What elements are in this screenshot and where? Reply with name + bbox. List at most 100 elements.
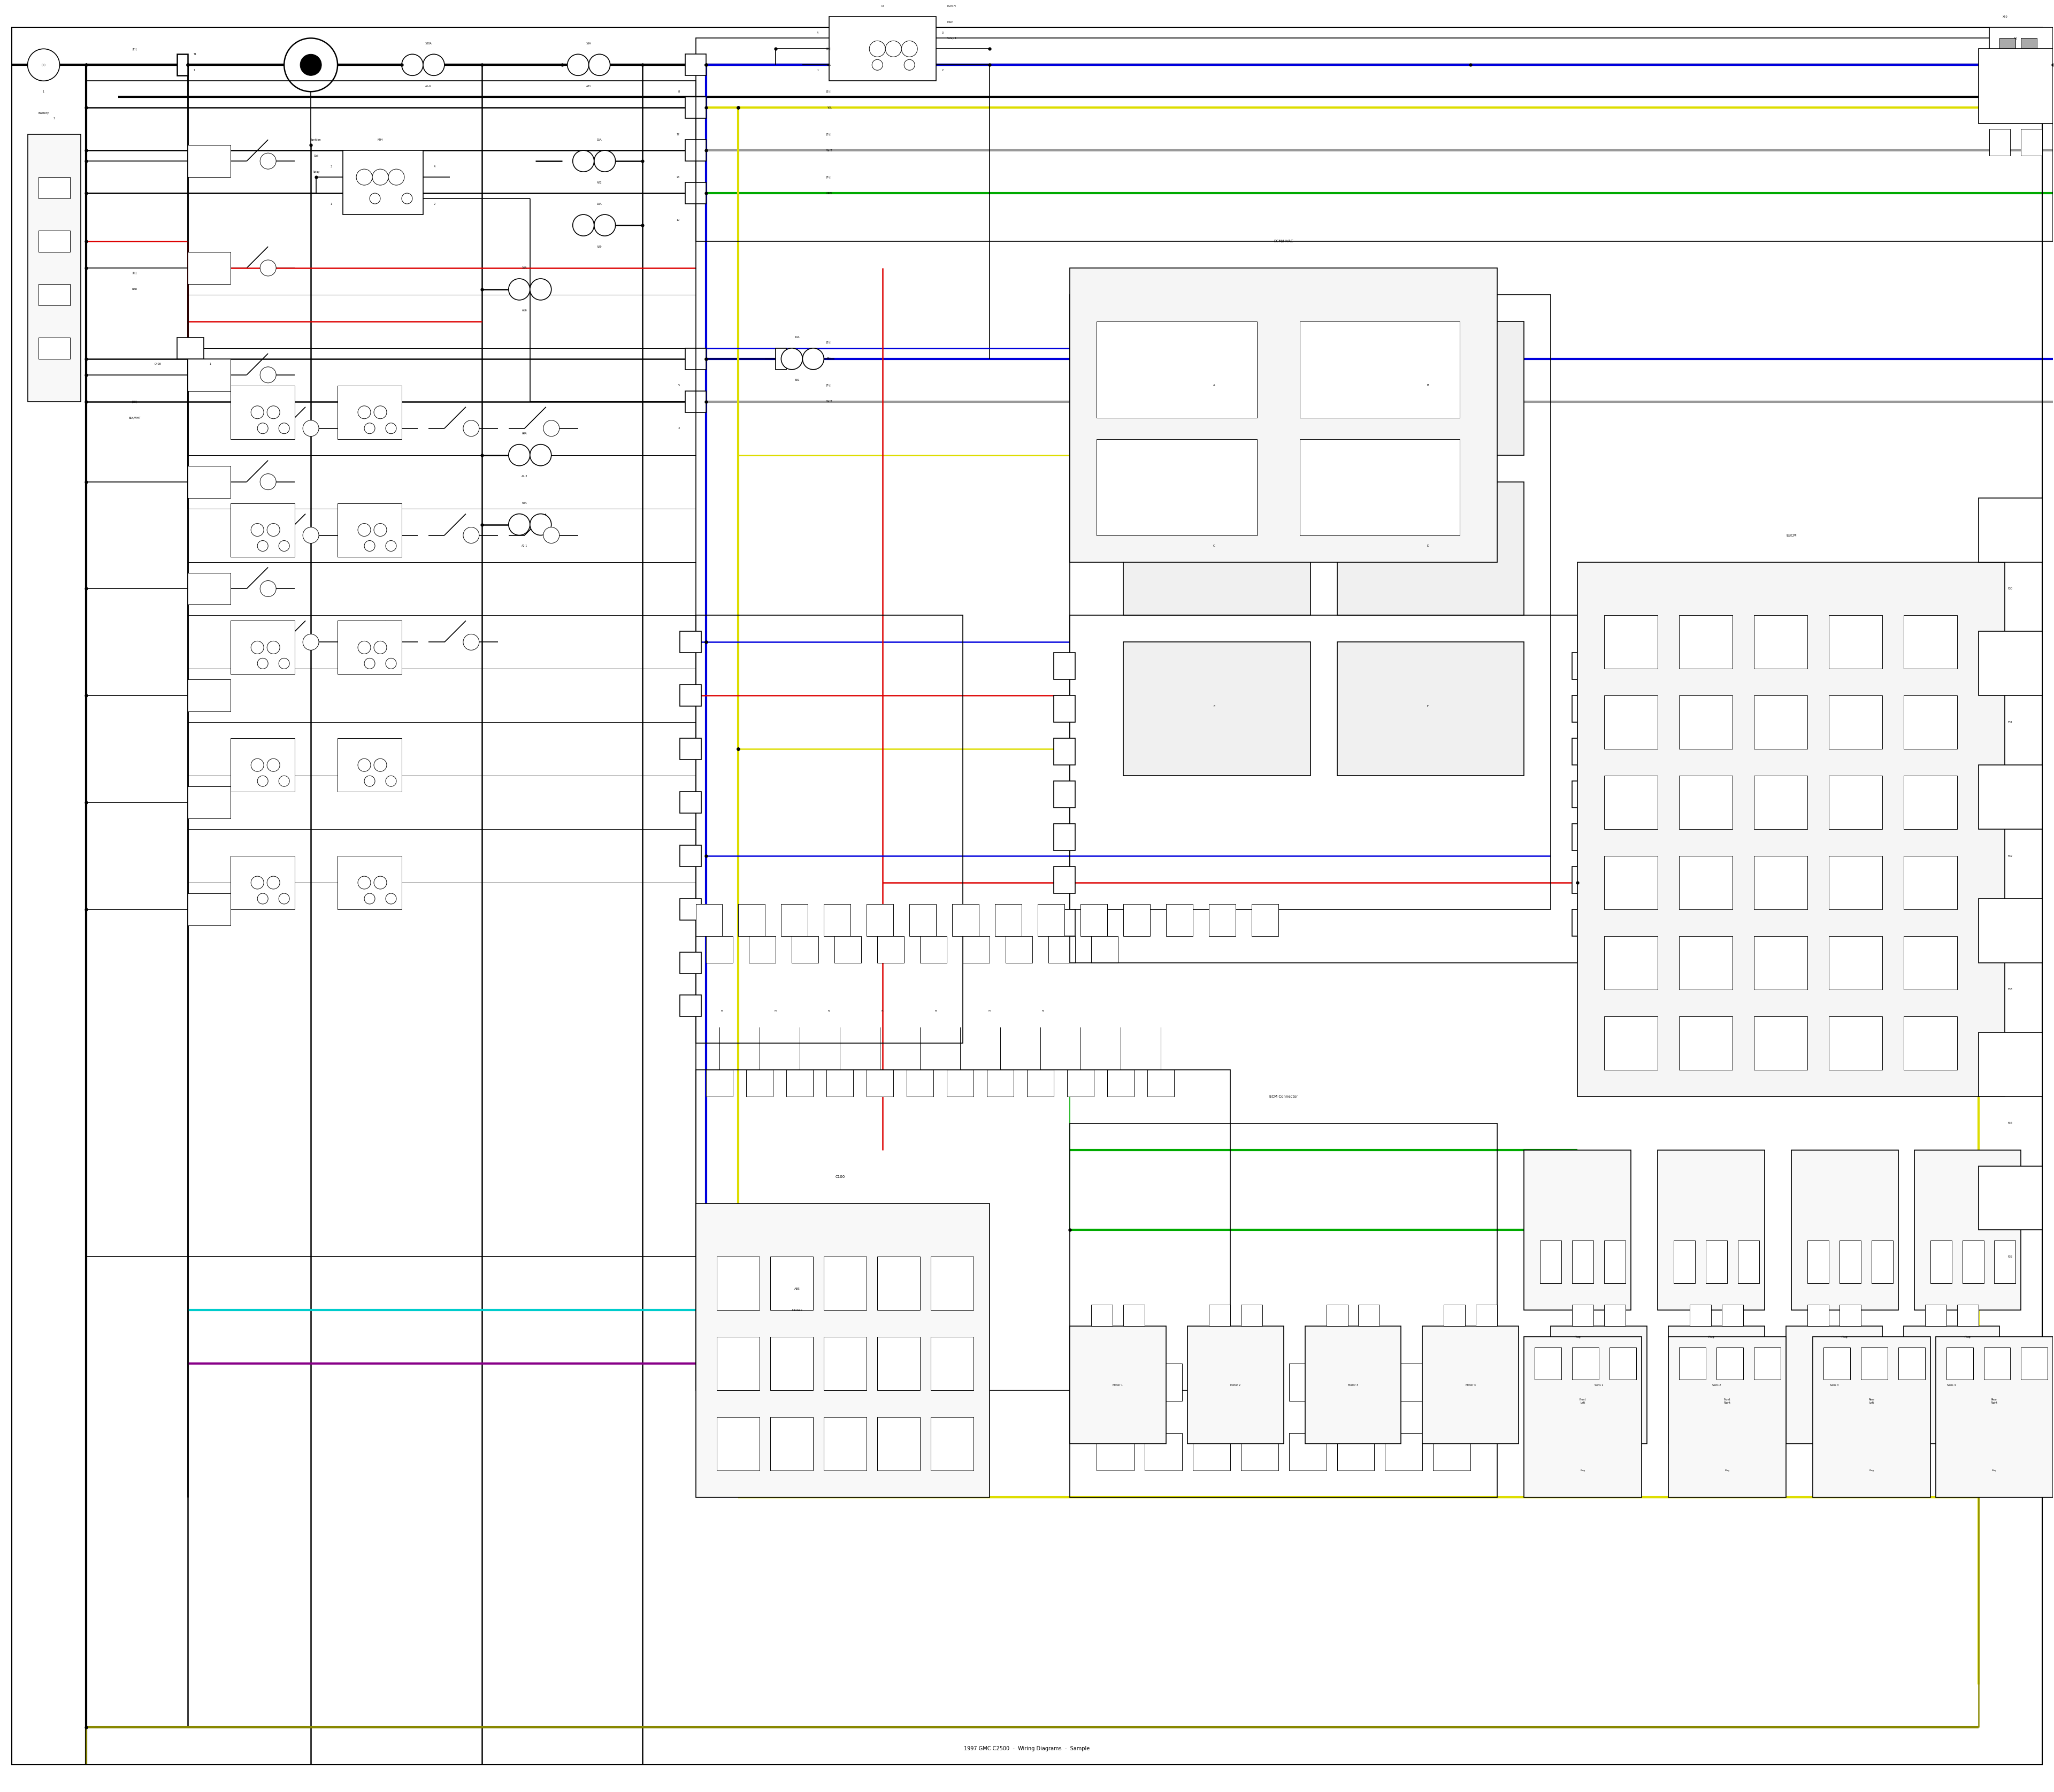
Text: 16A: 16A xyxy=(522,267,528,269)
Bar xyxy=(1091,935,1117,962)
Bar xyxy=(776,348,787,369)
Text: RED: RED xyxy=(131,289,138,290)
Bar xyxy=(877,1256,920,1310)
Bar xyxy=(1978,1032,2042,1097)
Circle shape xyxy=(509,514,530,536)
Circle shape xyxy=(257,541,269,552)
Circle shape xyxy=(364,423,376,434)
Bar xyxy=(1251,903,1278,935)
Bar xyxy=(1824,1348,1851,1380)
Bar xyxy=(1791,1150,1898,1310)
Bar xyxy=(1808,1240,1828,1283)
Text: WHT: WHT xyxy=(131,63,138,66)
Bar xyxy=(1241,1305,1261,1326)
Text: F35: F35 xyxy=(2009,1256,2013,1258)
Bar xyxy=(187,679,230,711)
Circle shape xyxy=(374,758,386,772)
Circle shape xyxy=(382,421,398,435)
Bar xyxy=(1658,1150,1764,1310)
Bar xyxy=(906,1070,933,1097)
Bar xyxy=(1828,935,1881,989)
Text: Rear
Left: Rear Left xyxy=(1869,1398,1875,1403)
Text: A2-3: A2-3 xyxy=(522,475,528,478)
Bar xyxy=(684,391,707,412)
Text: Plug: Plug xyxy=(1842,1335,1849,1339)
Bar xyxy=(1984,1348,2011,1380)
Bar xyxy=(1604,615,1658,668)
Bar xyxy=(680,738,700,760)
Circle shape xyxy=(261,367,275,383)
Bar xyxy=(1423,1326,1518,1444)
Bar xyxy=(696,903,723,935)
Bar xyxy=(680,898,700,919)
Text: P2: P2 xyxy=(828,1011,830,1012)
Bar xyxy=(824,1417,867,1471)
Bar xyxy=(1070,269,1497,563)
Bar xyxy=(1604,857,1658,909)
Bar xyxy=(1678,935,1732,989)
Text: C408: C408 xyxy=(154,362,160,366)
Bar xyxy=(1904,1326,2001,1444)
Bar xyxy=(1690,1305,1711,1326)
Circle shape xyxy=(251,523,263,536)
Circle shape xyxy=(374,642,386,654)
Text: (+): (+) xyxy=(41,63,45,66)
Circle shape xyxy=(509,444,530,466)
Circle shape xyxy=(357,405,370,419)
Bar xyxy=(1828,857,1881,909)
Bar xyxy=(1054,738,1074,765)
Bar xyxy=(910,903,937,935)
Bar xyxy=(877,935,904,962)
Bar xyxy=(2021,129,2042,156)
Text: A2-1: A2-1 xyxy=(522,545,528,547)
Text: Motor 2: Motor 2 xyxy=(1230,1383,1241,1387)
Circle shape xyxy=(544,421,559,435)
Text: BLU: BLU xyxy=(828,63,832,66)
Bar xyxy=(1754,1016,1808,1070)
Bar xyxy=(1904,1016,1957,1070)
Bar xyxy=(1754,776,1808,830)
Bar xyxy=(187,787,230,819)
Text: A16: A16 xyxy=(522,310,528,312)
Bar xyxy=(1571,824,1594,851)
Circle shape xyxy=(530,280,550,299)
Bar xyxy=(1678,615,1732,668)
Circle shape xyxy=(261,152,275,168)
Bar xyxy=(337,738,403,792)
Bar xyxy=(1914,1150,2021,1310)
Bar xyxy=(746,1070,772,1097)
Bar xyxy=(1006,935,1033,962)
Bar xyxy=(1571,1348,1598,1380)
Bar xyxy=(684,97,707,118)
Bar xyxy=(930,1417,974,1471)
Text: A29: A29 xyxy=(598,246,602,247)
Text: A22: A22 xyxy=(598,181,602,185)
Circle shape xyxy=(544,527,559,543)
Bar xyxy=(1861,1348,1888,1380)
Bar xyxy=(1840,1305,1861,1326)
Circle shape xyxy=(462,421,479,435)
Text: P4: P4 xyxy=(721,1011,723,1012)
Bar xyxy=(1124,321,1310,455)
Bar xyxy=(696,38,2054,242)
Text: C100: C100 xyxy=(836,1176,844,1177)
Bar xyxy=(187,253,230,283)
Bar xyxy=(187,894,230,925)
Bar xyxy=(1604,1305,1625,1326)
Bar xyxy=(1678,1348,1705,1380)
Bar xyxy=(1300,321,1460,418)
Bar xyxy=(680,846,700,867)
Bar xyxy=(1304,1326,1401,1444)
Bar xyxy=(1571,1240,1594,1283)
Bar xyxy=(1540,1240,1561,1283)
Bar xyxy=(1167,903,1193,935)
Bar xyxy=(1241,1434,1278,1471)
Circle shape xyxy=(386,894,396,903)
Bar xyxy=(680,685,700,706)
Bar xyxy=(1444,1305,1465,1326)
Bar xyxy=(1988,27,2054,91)
Text: 26: 26 xyxy=(676,176,680,179)
Bar xyxy=(1288,1364,1327,1401)
Bar xyxy=(1962,1240,1984,1283)
Bar xyxy=(187,145,230,177)
